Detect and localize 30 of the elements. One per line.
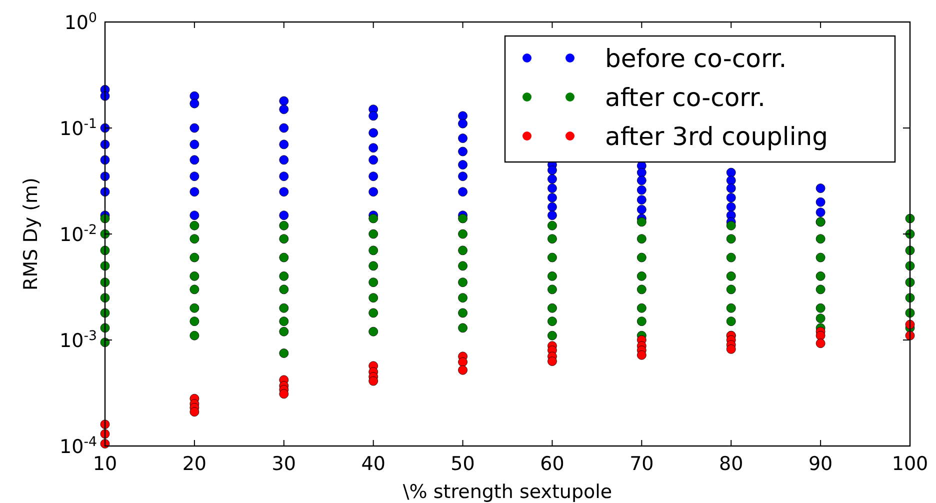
- y-tick-label: 10$^{-2}$: [60, 222, 97, 246]
- x-tick-label: 60: [540, 453, 564, 475]
- point: [100, 429, 110, 439]
- x-tick-label: 100: [892, 453, 928, 475]
- point: [190, 407, 200, 417]
- point: [548, 356, 557, 366]
- y-axis-title: RMS Dy (m): [20, 178, 42, 290]
- legend-label: before co-corr.: [605, 44, 787, 73]
- legend-label: after 3rd coupling: [605, 122, 828, 151]
- y-tick-label: 10$^{-3}$: [60, 328, 97, 352]
- point: [726, 344, 736, 354]
- point: [279, 389, 289, 399]
- x-tick-label: 80: [719, 453, 744, 475]
- point: [458, 365, 468, 375]
- x-tick-label: 30: [272, 453, 296, 475]
- x-tick-label: 90: [808, 453, 833, 475]
- point: [636, 350, 646, 360]
- point: [816, 330, 826, 340]
- legend-label: after co-corr.: [605, 83, 766, 112]
- point: [100, 439, 110, 448]
- x-tick-label: 70: [630, 453, 654, 475]
- x-tick-label: 50: [450, 453, 475, 475]
- x-axis-title: \% strength sextupole: [402, 481, 612, 503]
- point: [368, 376, 378, 386]
- x-tick-label: 20: [182, 453, 207, 475]
- point: [816, 338, 826, 348]
- point: [458, 357, 468, 367]
- y-tick-label: 10$^{-1}$: [60, 116, 97, 140]
- y-tick-label: 10$^{0}$: [64, 10, 97, 34]
- x-tick-label: 40: [361, 453, 386, 475]
